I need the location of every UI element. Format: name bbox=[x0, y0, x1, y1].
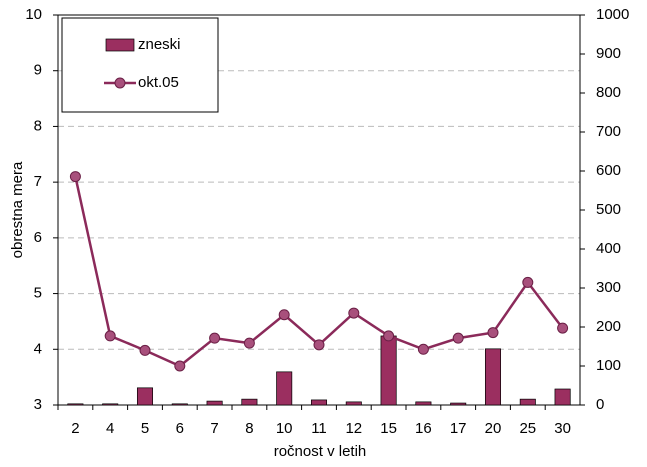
y-tick-label: 6 bbox=[34, 229, 42, 246]
marker bbox=[243, 337, 255, 349]
marker bbox=[348, 307, 360, 319]
marker bbox=[487, 327, 499, 339]
y2-tick-label: 400 bbox=[596, 240, 621, 257]
marker bbox=[104, 330, 116, 342]
marker bbox=[139, 344, 151, 356]
x-tick-label: 11 bbox=[311, 420, 327, 437]
x-tick-label: 5 bbox=[141, 420, 149, 437]
x-tick-label: 12 bbox=[345, 420, 362, 437]
bar bbox=[171, 403, 188, 406]
x-tick-label: 4 bbox=[106, 420, 114, 437]
y-tick-label: 8 bbox=[34, 117, 42, 134]
y-tick-label: 3 bbox=[34, 396, 42, 413]
marker bbox=[383, 330, 395, 342]
bar bbox=[276, 371, 293, 406]
bar bbox=[450, 402, 467, 406]
x-tick-label: 15 bbox=[380, 420, 397, 437]
bar bbox=[345, 401, 362, 406]
bar bbox=[206, 400, 223, 406]
x-tick-label: 6 bbox=[176, 420, 184, 437]
y2-tick-label: 300 bbox=[596, 279, 621, 296]
line bbox=[74, 176, 564, 368]
y2-tick-label: 900 bbox=[596, 45, 621, 62]
bar bbox=[67, 403, 84, 406]
x-tick-label: 16 bbox=[415, 420, 432, 437]
y2-tick-label: 600 bbox=[596, 162, 621, 179]
y-axis-label: obrestna mera bbox=[9, 161, 26, 258]
x-tick-label: 7 bbox=[210, 420, 218, 437]
bar bbox=[415, 401, 432, 406]
x-tick-label: 8 bbox=[245, 420, 253, 437]
bar bbox=[310, 399, 328, 406]
x-tick-label: 2 bbox=[71, 420, 79, 437]
y-tick-label: 4 bbox=[34, 340, 42, 357]
bar bbox=[554, 388, 571, 406]
x-tick-label: 10 bbox=[276, 420, 293, 437]
legend-marker bbox=[114, 77, 126, 89]
marker bbox=[557, 322, 569, 334]
y2-tick-label: 100 bbox=[596, 357, 621, 374]
legend-label: zneski bbox=[138, 36, 181, 53]
x-tick-label: 30 bbox=[554, 420, 571, 437]
y-tick-label: 9 bbox=[34, 62, 42, 79]
marker bbox=[313, 339, 325, 351]
marker bbox=[522, 276, 534, 288]
x-tick-label: 17 bbox=[450, 420, 467, 437]
legend-label: okt.05 bbox=[138, 74, 179, 91]
bar bbox=[136, 387, 154, 406]
legend-swatch bbox=[105, 38, 135, 52]
bar bbox=[380, 335, 397, 406]
y-tick-label: 10 bbox=[25, 6, 42, 23]
y2-tick-label: 500 bbox=[596, 201, 621, 218]
y-tick-label: 7 bbox=[34, 173, 42, 190]
y-tick-label: 5 bbox=[34, 285, 42, 302]
marker bbox=[69, 171, 81, 183]
bar bbox=[519, 398, 536, 406]
marker bbox=[174, 360, 186, 372]
y2-tick-label: 200 bbox=[596, 318, 621, 335]
marker bbox=[209, 332, 221, 344]
bar bbox=[241, 398, 258, 406]
legend-box bbox=[61, 17, 219, 113]
marker bbox=[417, 343, 429, 355]
y2-tick-label: 800 bbox=[596, 84, 621, 101]
y2-tick-label: 0 bbox=[596, 396, 604, 413]
y2-tick-label: 700 bbox=[596, 123, 621, 140]
x-tick-label: 25 bbox=[519, 420, 536, 437]
marker bbox=[278, 309, 290, 321]
bar bbox=[484, 348, 502, 406]
bar bbox=[102, 403, 119, 406]
y2-tick-label: 1000 bbox=[596, 6, 629, 23]
marker bbox=[452, 332, 464, 344]
x-tick-label: 20 bbox=[485, 420, 502, 437]
x-axis-label: ročnost v letih bbox=[274, 443, 367, 460]
